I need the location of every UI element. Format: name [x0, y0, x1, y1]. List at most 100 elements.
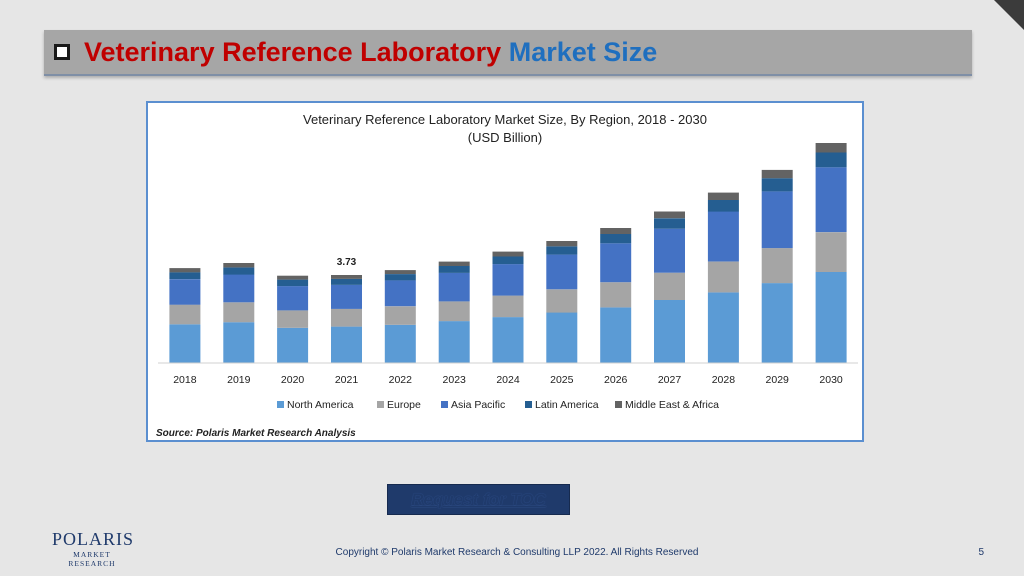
legend-label-0: North America	[287, 399, 354, 411]
bar-2025-series-1	[546, 289, 578, 313]
polaris-logo: POLARIS MARKET RESEARCH	[52, 529, 135, 568]
x-tick-labels: 2018 2019 2020 2021 2022 2023 2024 2025 2026 2027…	[173, 374, 843, 386]
bar-2026-series-3	[600, 234, 632, 244]
chart-title: Veterinary Reference Laboratory Market S…	[303, 112, 707, 127]
bar-2023-series-3	[438, 266, 470, 273]
bar-2020-series-4	[277, 275, 309, 280]
x-tick-2021: 2021	[335, 374, 359, 386]
bar-2022-series-4	[384, 270, 416, 274]
bar-2027-series-4	[654, 211, 685, 219]
bar-2028-series-1	[707, 261, 739, 293]
x-tick-2025: 2025	[550, 374, 574, 386]
bar-2021-series-1	[331, 308, 362, 327]
bar-2021-series-3	[331, 278, 362, 285]
bars-group	[169, 143, 847, 363]
bar-2022-series-1	[384, 306, 416, 325]
bar-2019-series-0	[223, 322, 255, 363]
stacked-bar-chart: Veterinary Reference Laboratory Market S…	[156, 112, 858, 439]
bar-2029-series-2	[761, 191, 793, 249]
bar-2019-series-4	[223, 263, 255, 268]
bar-2018-series-4	[169, 268, 201, 273]
bar-2025-series-0	[546, 312, 578, 363]
x-tick-2029: 2029	[766, 374, 790, 386]
data-label-2021: 3.73	[337, 257, 357, 268]
bar-2022-series-3	[384, 274, 416, 281]
legend-label-3: Latin America	[535, 399, 599, 411]
bar-2030-series-1	[815, 232, 847, 272]
bar-2023-series-1	[438, 301, 470, 322]
bar-2018-series-3	[169, 272, 201, 280]
x-tick-2028: 2028	[712, 374, 736, 386]
bar-2029-series-0	[761, 283, 793, 363]
corner-triangle	[994, 0, 1024, 30]
legend-swatch-4	[615, 401, 622, 408]
bar-2027-series-0	[654, 300, 685, 363]
bar-2027-series-1	[654, 272, 685, 300]
bar-2030-series-4	[815, 143, 847, 153]
page-number: 5	[978, 547, 984, 558]
bar-2020-series-1	[277, 310, 309, 328]
bar-2028-series-4	[707, 192, 739, 200]
legend-label-4: Middle East & Africa	[625, 399, 719, 411]
bar-2018-series-1	[169, 304, 201, 325]
x-tick-2026: 2026	[604, 374, 628, 386]
bar-2024-series-3	[492, 256, 524, 265]
bar-2018-series-0	[169, 324, 201, 363]
x-tick-2022: 2022	[389, 374, 413, 386]
bar-2023-series-2	[438, 272, 470, 302]
bar-2021-series-0	[331, 326, 362, 363]
bar-2024-series-0	[492, 317, 524, 363]
chart-source: Source: Polaris Market Research Analysis	[156, 428, 356, 439]
data-labels: 3.73	[337, 257, 357, 268]
request-toc-button[interactable]: Request for TOC	[387, 484, 570, 515]
bar-2026-series-1	[600, 282, 632, 308]
legend-label-1: Europe	[387, 399, 421, 411]
page-title: Veterinary Reference Laboratory Market S…	[84, 37, 657, 68]
bar-2028-series-2	[707, 211, 739, 262]
bar-2024-series-2	[492, 264, 524, 296]
logo-main-text: POLARIS	[52, 529, 135, 549]
bar-2028-series-0	[707, 292, 739, 363]
bar-2027-series-3	[654, 218, 685, 229]
x-tick-2030: 2030	[819, 374, 843, 386]
bar-2030-series-3	[815, 152, 847, 168]
x-tick-2018: 2018	[173, 374, 197, 386]
copyright-text: Copyright © Polaris Market Research & Co…	[335, 547, 699, 558]
bar-2024-series-4	[492, 251, 524, 257]
x-tick-2023: 2023	[443, 374, 467, 386]
bar-2023-series-0	[438, 321, 470, 363]
bar-2020-series-2	[277, 286, 309, 311]
x-tick-2024: 2024	[496, 374, 520, 386]
bar-2025-series-2	[546, 254, 578, 290]
checkbox-bullet-icon	[54, 44, 70, 60]
logo-sub-text: MARKET RESEARCH	[68, 550, 116, 568]
legend-swatch-0	[277, 401, 284, 408]
legend-swatch-3	[525, 401, 532, 408]
title-bar: Veterinary Reference Laboratory Market S…	[44, 30, 972, 76]
bar-2024-series-1	[492, 295, 524, 318]
title-red-part: Veterinary Reference Laboratory	[84, 36, 502, 67]
bar-2028-series-3	[707, 200, 739, 212]
bar-2019-series-1	[223, 302, 255, 323]
x-tick-2019: 2019	[227, 374, 251, 386]
bar-2020-series-3	[277, 279, 309, 287]
bar-2029-series-3	[761, 178, 793, 192]
bar-2023-series-4	[438, 261, 470, 266]
bar-2026-series-2	[600, 243, 632, 283]
bar-2021-series-4	[331, 275, 362, 279]
legend-label-2: Asia Pacific	[451, 399, 505, 411]
bar-2018-series-2	[169, 279, 201, 305]
bar-2019-series-3	[223, 267, 255, 275]
bar-2022-series-2	[384, 280, 416, 307]
bar-2029-series-4	[761, 169, 793, 179]
bar-2027-series-2	[654, 228, 685, 273]
bar-2026-series-4	[600, 228, 632, 234]
title-blue-part: Market Size	[508, 36, 658, 67]
bar-2029-series-1	[761, 248, 793, 284]
chart-frame: Veterinary Reference Laboratory Market S…	[146, 101, 864, 442]
bar-2022-series-0	[384, 324, 416, 363]
bar-2019-series-2	[223, 274, 255, 303]
legend-swatch-2	[441, 401, 448, 408]
legend-swatch-1	[377, 401, 384, 408]
bar-2025-series-3	[546, 246, 578, 255]
